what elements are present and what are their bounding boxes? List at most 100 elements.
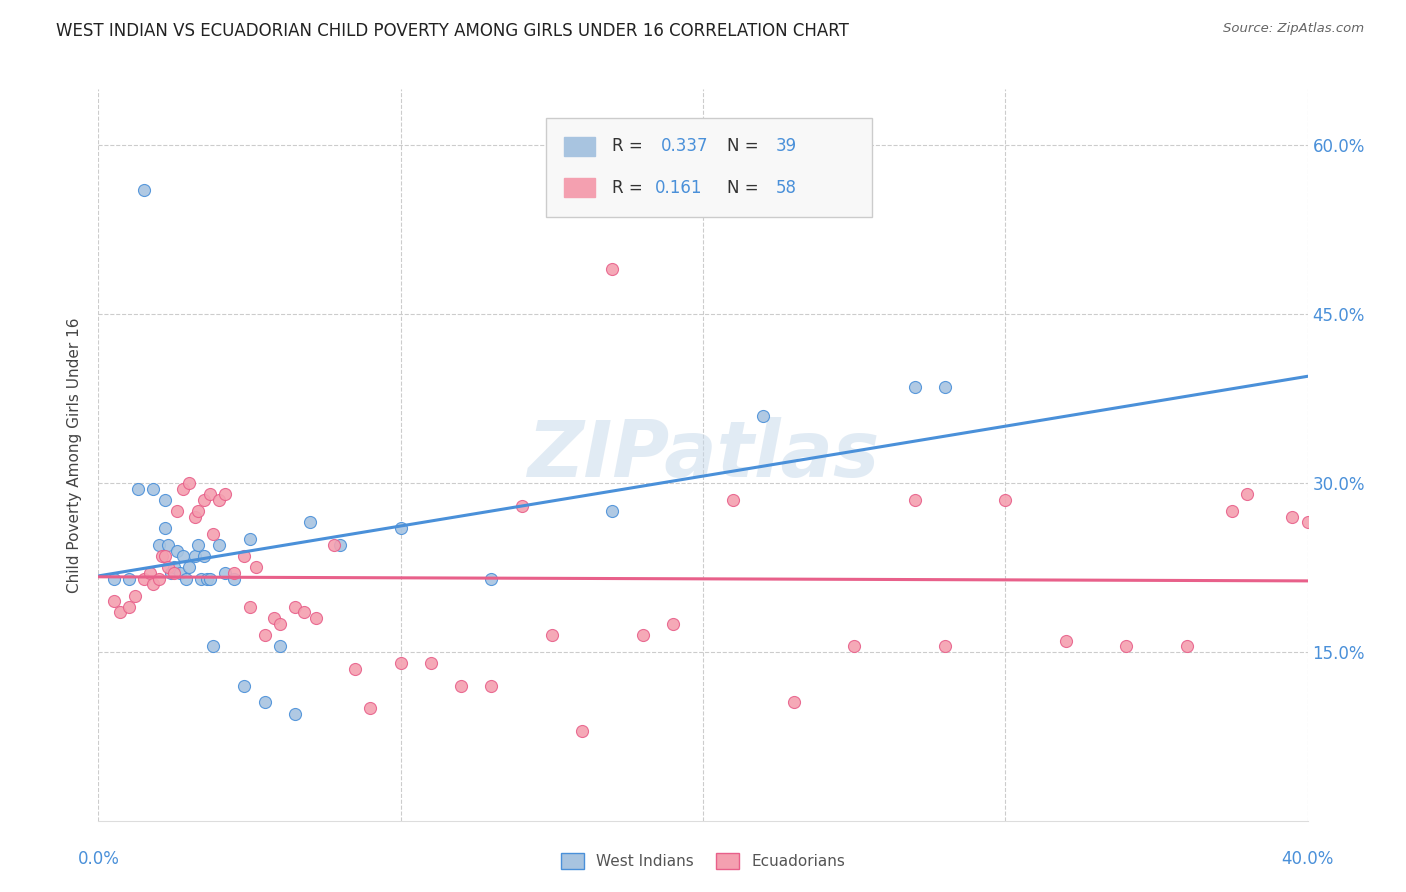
Point xyxy=(1115,639,1137,653)
Point xyxy=(142,577,165,591)
Point xyxy=(166,543,188,558)
Bar xyxy=(564,178,595,197)
Text: 39: 39 xyxy=(776,137,797,155)
Point xyxy=(934,380,956,394)
Point xyxy=(187,504,209,518)
Point xyxy=(844,639,866,653)
Point xyxy=(172,482,194,496)
Point xyxy=(602,504,624,518)
Point xyxy=(132,184,155,198)
Point xyxy=(239,533,262,547)
Point xyxy=(934,639,956,653)
Point xyxy=(232,549,254,564)
Point xyxy=(329,538,352,552)
Text: Source: ZipAtlas.com: Source: ZipAtlas.com xyxy=(1223,22,1364,36)
Point xyxy=(1281,509,1303,524)
Point xyxy=(195,572,218,586)
Point xyxy=(994,492,1017,507)
Point xyxy=(481,572,503,586)
Point xyxy=(132,572,155,586)
Point xyxy=(360,701,382,715)
Text: ZIPatlas: ZIPatlas xyxy=(527,417,879,493)
Point xyxy=(305,611,328,625)
Point xyxy=(299,516,322,530)
Point xyxy=(190,572,212,586)
FancyBboxPatch shape xyxy=(546,119,872,218)
Point xyxy=(153,521,176,535)
Point xyxy=(148,538,170,552)
Text: 0.337: 0.337 xyxy=(661,137,709,155)
Text: 0.161: 0.161 xyxy=(655,179,702,197)
Text: N =: N = xyxy=(727,179,763,197)
Point xyxy=(187,538,209,552)
Point xyxy=(214,566,236,580)
Point xyxy=(571,723,593,738)
Point xyxy=(783,696,806,710)
Text: N =: N = xyxy=(727,137,763,155)
Point xyxy=(108,606,131,620)
Point xyxy=(174,572,197,586)
Point xyxy=(389,656,412,670)
Point xyxy=(253,696,276,710)
Point xyxy=(723,492,745,507)
Point xyxy=(184,509,207,524)
Text: 40.0%: 40.0% xyxy=(1281,850,1334,868)
Legend: West Indians, Ecuadorians: West Indians, Ecuadorians xyxy=(554,847,852,875)
Point xyxy=(284,599,307,614)
Point xyxy=(1054,633,1077,648)
Point xyxy=(284,706,307,721)
Point xyxy=(103,572,125,586)
Bar xyxy=(564,136,595,156)
Point xyxy=(179,560,201,574)
Point xyxy=(103,594,125,608)
Point xyxy=(150,549,173,564)
Point xyxy=(269,616,291,631)
Point xyxy=(200,487,222,501)
Point xyxy=(169,566,191,580)
Point xyxy=(179,476,201,491)
Point xyxy=(224,572,246,586)
Y-axis label: Child Poverty Among Girls Under 16: Child Poverty Among Girls Under 16 xyxy=(67,318,83,592)
Point xyxy=(510,499,533,513)
Point xyxy=(344,662,367,676)
Point xyxy=(540,628,562,642)
Text: 58: 58 xyxy=(776,179,797,197)
Point xyxy=(239,599,262,614)
Point xyxy=(245,560,267,574)
Point xyxy=(208,538,231,552)
Point xyxy=(118,572,141,586)
Point xyxy=(193,549,215,564)
Text: R =: R = xyxy=(613,137,648,155)
Point xyxy=(389,521,412,535)
Point xyxy=(208,492,231,507)
Text: WEST INDIAN VS ECUADORIAN CHILD POVERTY AMONG GIRLS UNDER 16 CORRELATION CHART: WEST INDIAN VS ECUADORIAN CHILD POVERTY … xyxy=(56,22,849,40)
Point xyxy=(156,560,179,574)
Point xyxy=(269,639,291,653)
Point xyxy=(904,380,927,394)
Point xyxy=(752,409,775,423)
Point xyxy=(631,628,654,642)
Point xyxy=(193,492,215,507)
Point xyxy=(202,639,225,653)
Point xyxy=(253,628,276,642)
Point xyxy=(214,487,236,501)
Point xyxy=(160,566,183,580)
Point xyxy=(163,566,186,580)
Point xyxy=(450,679,472,693)
Point xyxy=(1220,504,1243,518)
Point xyxy=(602,262,624,277)
Point xyxy=(202,526,225,541)
Point xyxy=(124,589,146,603)
Point xyxy=(153,549,176,564)
Point xyxy=(142,482,165,496)
Point xyxy=(118,599,141,614)
Point xyxy=(148,572,170,586)
Point xyxy=(1175,639,1198,653)
Point xyxy=(292,606,315,620)
Point xyxy=(172,549,194,564)
Point xyxy=(224,566,246,580)
Point xyxy=(127,482,149,496)
Point xyxy=(139,566,162,580)
Point xyxy=(1236,487,1258,501)
Text: R =: R = xyxy=(613,179,648,197)
